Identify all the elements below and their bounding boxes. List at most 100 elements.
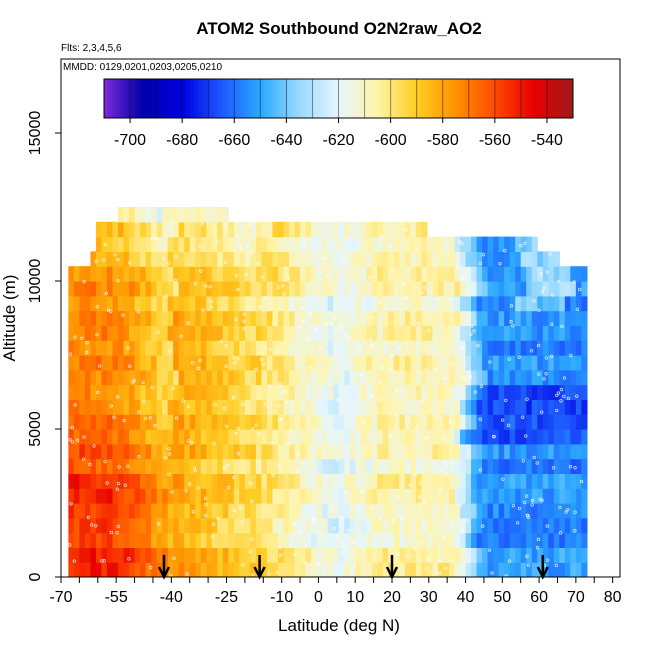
heatmap-cell [460,340,467,356]
heatmap-cell [327,355,334,371]
heatmap-cell [112,532,119,548]
sample-point [545,524,549,528]
sample-point [503,248,507,253]
heatmap-cell [84,517,92,534]
sample-point [535,546,540,550]
heatmap-cell [471,458,478,474]
sample-point [198,245,202,249]
heatmap-cell [123,251,130,267]
heatmap-cell [261,517,268,534]
sample-point [156,330,160,335]
sample-point [330,505,334,509]
heatmap-cell [581,310,588,326]
heatmap-cell [222,429,229,445]
heatmap-cell [217,473,224,489]
heatmap-cell [344,547,351,563]
sample-point [427,329,431,333]
heatmap-cell [239,325,246,341]
sample-point [122,418,126,423]
heatmap-cell [410,251,417,267]
heatmap-cell [211,221,218,238]
heatmap-cell [471,503,478,519]
heatmap-cell [129,221,136,238]
heatmap-cell [244,310,251,326]
heatmap-cell [349,547,356,563]
sample-point [554,563,558,568]
heatmap-cell [399,399,406,415]
heatmap-cell [112,369,119,386]
heatmap-cell [294,399,301,415]
heatmap-cell [173,295,180,312]
heatmap-cell [520,325,527,341]
heatmap-cell [211,207,218,223]
sample-point [101,258,106,262]
heatmap-cell [575,266,582,282]
heatmap-cell [211,547,218,563]
heatmap-cell [211,562,218,577]
heatmap-cell [250,399,257,415]
colorbar-segment [197,79,203,118]
heatmap-cell [283,251,290,267]
colorbar-segment [248,79,254,118]
sample-point [501,477,505,481]
sample-point [200,222,205,227]
heatmap-cell [553,547,560,563]
sample-point [143,416,148,421]
heatmap-cell [84,503,92,519]
heatmap-cell [200,369,207,386]
heatmap-cell [233,236,240,252]
heatmap-cell [421,458,428,474]
heatmap-cell [239,221,246,238]
heatmap-cell [443,325,450,341]
heatmap-cell [471,488,478,504]
heatmap-cell [322,429,329,445]
colorbar-segment [506,79,511,118]
heatmap-cell [200,458,207,474]
heatmap-cell [382,281,389,297]
heatmap-cell [84,266,92,282]
sample-point [153,424,157,428]
heatmap-cell [482,340,489,356]
heatmap-cell [333,221,340,238]
heatmap-cell [95,488,103,504]
heatmap-cell [504,251,511,267]
heatmap-cell [106,443,114,460]
heatmap-cell [437,325,445,341]
heatmap-cell [388,429,395,445]
heatmap-cell [73,532,80,548]
colorbar-segment [354,79,359,118]
heatmap-cell [570,355,577,371]
x-tick-label: -10 [270,589,293,606]
heatmap-cell [366,325,373,341]
heatmap-cell [289,266,296,282]
heatmap-cell [498,532,505,548]
heatmap-cell [244,532,251,548]
heatmap-cell [134,221,141,238]
heatmap-cell [250,517,257,534]
heatmap-cell [222,340,229,356]
heatmap-cell [371,547,378,563]
sample-point [126,346,130,350]
heatmap-cell [118,236,125,252]
heatmap-cell [167,532,174,548]
sample-point [277,464,282,468]
heatmap-cell [73,266,80,282]
heatmap-cell [189,340,196,356]
heatmap-cell [195,562,202,577]
heatmap-cell [250,503,257,519]
chart-title: ATOM2 Southbound O2N2raw_AO2 [196,19,482,38]
heatmap-cell [156,503,163,519]
heatmap-cell [581,488,588,504]
heatmap-cell [95,429,103,445]
sample-point [378,379,383,384]
heatmap-cell [250,221,257,238]
heatmap-cell [233,443,240,460]
heatmap-cell [426,547,434,563]
heatmap-cell [482,236,489,252]
heatmap-cell [300,488,307,504]
sample-point [189,441,194,445]
heatmap-cell [156,310,163,326]
heatmap-cell [520,355,527,371]
heatmap-cell [404,340,411,356]
heatmap-cell [195,458,202,474]
